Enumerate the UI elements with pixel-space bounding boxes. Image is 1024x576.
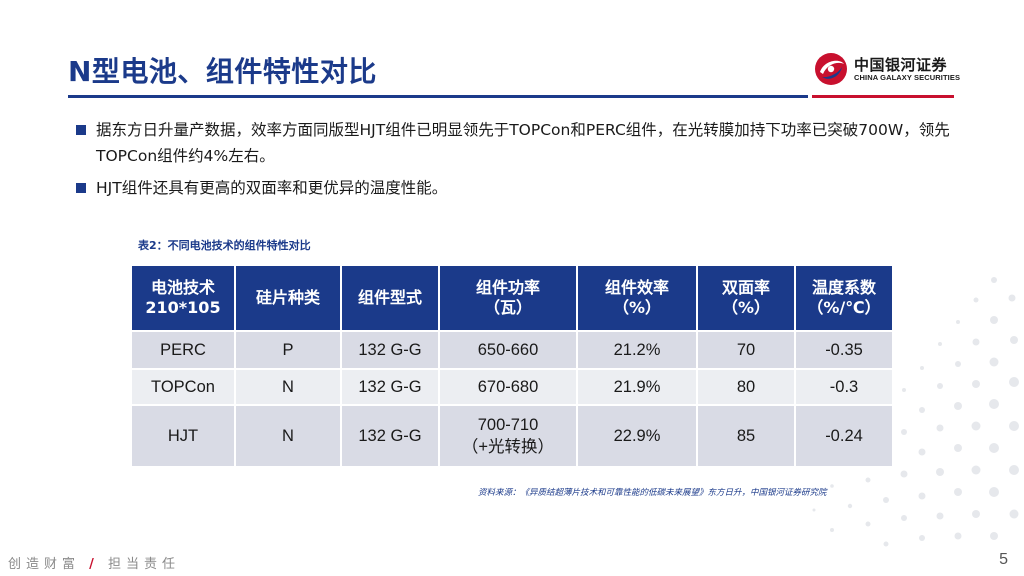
footer-slogan: 创造财富 / 担当责任	[8, 553, 180, 572]
bullet-item: 据东方日升量产数据，效率方面同版型HJT组件已明显领先于TOPCon和PERC组…	[76, 117, 966, 169]
table-row: TOPCon N 132 G-G 670-680 21.9% 80 -0.3	[132, 368, 892, 404]
bullet-square-icon	[76, 125, 86, 135]
title-underline-blue	[68, 95, 808, 98]
header-cell-power: 组件功率 （瓦）	[440, 266, 578, 330]
source-note: 资料来源：《异质结超薄片技术和可靠性能的低碳未来展望》东方日升，中国银河证券研究…	[478, 488, 827, 498]
bullet-text: HJT组件还具有更高的双面率和更优异的温度性能。	[96, 179, 448, 197]
cell-module: 132 G-G	[342, 404, 440, 466]
cell-module: 132 G-G	[342, 330, 440, 368]
slogan-slash: /	[89, 557, 99, 572]
cell-bifaciality: 85	[698, 404, 796, 466]
cell-efficiency: 21.2%	[578, 330, 698, 368]
cell-module: 132 G-G	[342, 368, 440, 404]
bullet-item: HJT组件还具有更高的双面率和更优异的温度性能。	[76, 175, 966, 201]
slogan-right: 担当责任	[108, 557, 181, 572]
comparison-table: 电池技术 210*105 硅片种类 组件型式 组件功率 （瓦） 组件效率 （%） 双面…	[132, 266, 892, 466]
table-row: PERC P 132 G-G 650-660 21.2% 70 -0.35	[132, 330, 892, 368]
cell-temp-coef: -0.3	[796, 368, 892, 404]
bullet-text: 据东方日升量产数据，效率方面同版型HJT组件已明显领先于TOPCon和PERC组…	[96, 121, 950, 165]
bullet-square-icon	[76, 183, 86, 193]
page-number: 5	[999, 551, 1008, 568]
cell-temp-coef: -0.24	[796, 404, 892, 466]
cell-wafer: N	[236, 368, 342, 404]
table-caption: 表2：不同电池技术的组件特性对比	[138, 239, 311, 252]
cell-power: 670-680	[440, 368, 578, 404]
cell-bifaciality: 80	[698, 368, 796, 404]
galaxy-logo-icon	[815, 53, 847, 85]
cell-wafer: P	[236, 330, 342, 368]
cell-temp-coef: -0.35	[796, 330, 892, 368]
logo-name-en: CHINA GALAXY SECURITIES	[854, 73, 961, 82]
title-underline-red	[812, 95, 954, 98]
header-cell-temp-coef: 温度系数 （%/℃）	[796, 266, 892, 330]
company-logo: 中国银河证券 CHINA GALAXY SECURITIES	[814, 50, 961, 90]
cell-tech: HJT	[132, 404, 236, 466]
cell-wafer: N	[236, 404, 342, 466]
cell-bifaciality: 70	[698, 330, 796, 368]
header-cell-efficiency: 组件效率 （%）	[578, 266, 698, 330]
cell-power: 650-660	[440, 330, 578, 368]
cell-power: 700-710 （+光转换）	[440, 404, 578, 466]
cell-tech: TOPCon	[132, 368, 236, 404]
cell-power-value: 700-710	[477, 416, 539, 434]
slogan-left: 创造财富	[8, 557, 81, 572]
cell-power-note: （+光转换）	[461, 438, 555, 456]
header-cell-wafer: 硅片种类	[236, 266, 342, 330]
cell-tech: PERC	[132, 330, 236, 368]
header-cell-module: 组件型式	[342, 266, 440, 330]
page-title: N型电池、组件特性对比	[68, 55, 377, 88]
cell-efficiency: 21.9%	[578, 368, 698, 404]
logo-name-cn: 中国银河证券	[854, 56, 948, 74]
header-cell-bifaciality: 双面率 （%）	[698, 266, 796, 330]
bullet-list: 据东方日升量产数据，效率方面同版型HJT组件已明显领先于TOPCon和PERC组…	[76, 117, 966, 207]
cell-efficiency: 22.9%	[578, 404, 698, 466]
table-row: HJT N 132 G-G 700-710 （+光转换） 22.9% 85 -0.…	[132, 404, 892, 466]
table-header-row: 电池技术 210*105 硅片种类 组件型式 组件功率 （瓦） 组件效率 （%） 双面…	[132, 266, 892, 330]
header-cell-tech: 电池技术 210*105	[132, 266, 236, 330]
